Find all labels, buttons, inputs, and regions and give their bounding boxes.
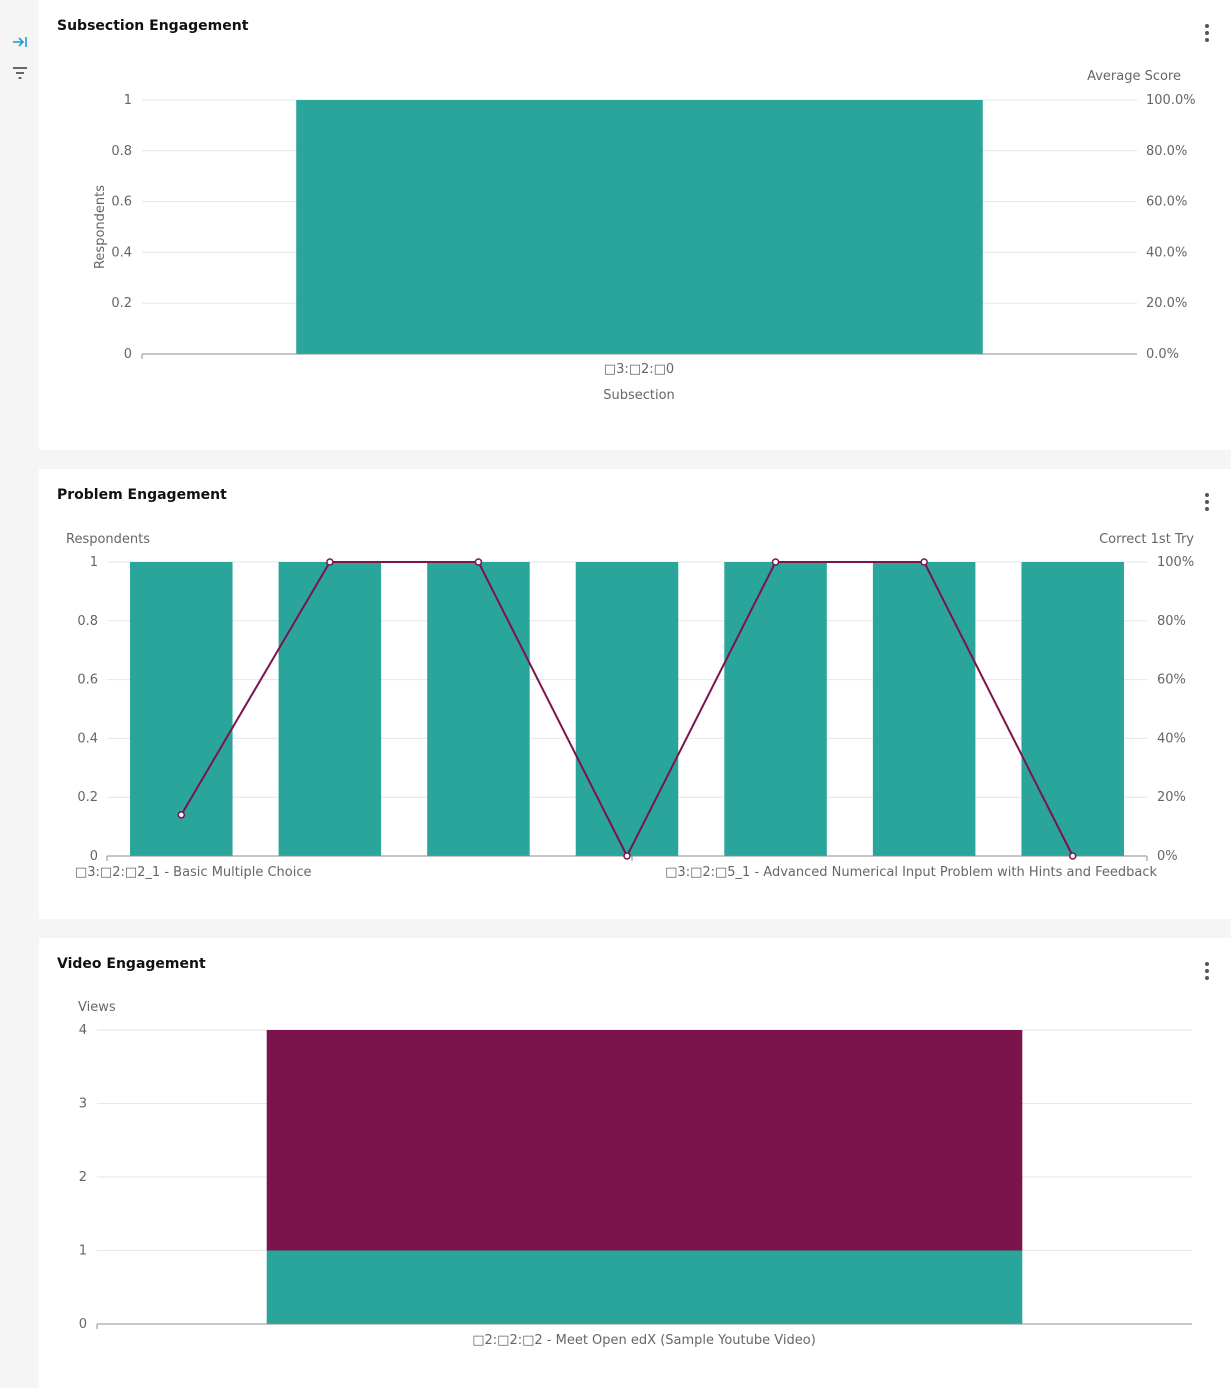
- x-category-label: □3:□2:□2_1 - Basic Multiple Choice: [75, 865, 312, 880]
- y-tick-label: 0.4: [111, 245, 132, 260]
- video-chart: Views □2:□2:□2 - Meet Open edX (Sample Y…: [78, 1000, 1192, 1348]
- y2-tick-label: 0.0%: [1146, 347, 1179, 362]
- y-tick-label: 0.6: [77, 673, 98, 688]
- y-tick-label: 1: [90, 555, 98, 570]
- y-tick-label: 3: [79, 1097, 87, 1112]
- collapse-right-icon[interactable]: [10, 32, 30, 52]
- y2-tick-label: 80%: [1157, 614, 1186, 629]
- y2-tick-label: 60.0%: [1146, 195, 1187, 210]
- y-tick-label: 1: [79, 1244, 87, 1259]
- y2-tick-label: 40%: [1157, 731, 1186, 746]
- video-engagement-card: Video Engagement Views □2:□2:□2 - Meet O…: [39, 938, 1231, 1388]
- y-tick-label: 0.8: [111, 144, 132, 159]
- y-tick-label: 4: [79, 1023, 87, 1038]
- y2-tick-label: 100%: [1157, 555, 1194, 570]
- line-point: [623, 852, 631, 860]
- sidebar: [0, 0, 38, 1388]
- more-options-icon[interactable]: [1201, 491, 1213, 513]
- y-tick-label: 0.6: [111, 195, 132, 210]
- more-options-icon[interactable]: [1201, 960, 1213, 982]
- y2-tick-label: 0%: [1157, 849, 1178, 864]
- y-tick-label: 0: [124, 347, 132, 362]
- y-tick-label: 0: [79, 1317, 87, 1332]
- y-axis-label: Views: [78, 1000, 116, 1015]
- y2-tick-label: 20%: [1157, 790, 1186, 805]
- card-title: Problem Engagement: [57, 487, 227, 503]
- bar: [278, 562, 382, 856]
- y2-axis-label: Average Score: [1087, 69, 1181, 84]
- filter-icon[interactable]: [10, 63, 30, 83]
- bar: [130, 562, 233, 856]
- y-axis-label: Respondents: [93, 185, 108, 269]
- y2-axis-label: Correct 1st Try: [1099, 532, 1194, 547]
- y2-tick-label: 20.0%: [1146, 296, 1187, 311]
- y-tick-label: 1: [124, 93, 132, 108]
- stacked-bar-segment: [266, 1250, 1023, 1324]
- bar: [427, 562, 530, 856]
- line-point: [326, 558, 334, 566]
- problem-engagement-card: Problem Engagement Respondents Correct 1…: [39, 469, 1231, 919]
- y-tick-label: 0.4: [77, 731, 98, 746]
- bar: [724, 562, 827, 856]
- bar: [872, 562, 976, 856]
- problem-chart: Respondents Correct 1st Try □3:□2:□2_1 -…: [66, 532, 1194, 880]
- y-axis-label: Respondents: [66, 532, 150, 547]
- y2-tick-label: 80.0%: [1146, 144, 1187, 159]
- bar: [1021, 562, 1124, 856]
- subsection-chart: Average Score Respondents □3:□2:□0 Subse…: [93, 69, 1196, 403]
- subsection-engagement-card: Subsection Engagement Average Score Resp…: [39, 0, 1231, 450]
- y-tick-label: 0: [90, 849, 98, 864]
- y-tick-label: 0.2: [77, 790, 98, 805]
- bar: [296, 100, 983, 354]
- stacked-bar-segment: [266, 1030, 1023, 1251]
- line-point: [920, 558, 928, 566]
- y2-tick-label: 60%: [1157, 673, 1186, 688]
- y2-tick-label: 100.0%: [1146, 93, 1196, 108]
- card-title: Video Engagement: [57, 956, 206, 972]
- bar: [575, 562, 679, 856]
- x-category-label: □2:□2:□2 - Meet Open edX (Sample Youtube…: [472, 1333, 816, 1348]
- x-category-label: □3:□2:□5_1 - Advanced Numerical Input Pr…: [665, 865, 1157, 880]
- line-point: [1068, 852, 1077, 860]
- y-tick-label: 2: [79, 1170, 87, 1185]
- line-point: [771, 558, 780, 566]
- y2-tick-label: 40.0%: [1146, 245, 1187, 260]
- y-tick-label: 0.8: [77, 614, 98, 629]
- x-axis-label: Subsection: [603, 388, 675, 403]
- more-options-icon[interactable]: [1201, 22, 1213, 44]
- y-tick-label: 0.2: [111, 296, 132, 311]
- line-point: [177, 811, 186, 819]
- x-category-label: □3:□2:□0: [604, 362, 674, 377]
- card-title: Subsection Engagement: [57, 18, 249, 34]
- line-point: [474, 558, 483, 566]
